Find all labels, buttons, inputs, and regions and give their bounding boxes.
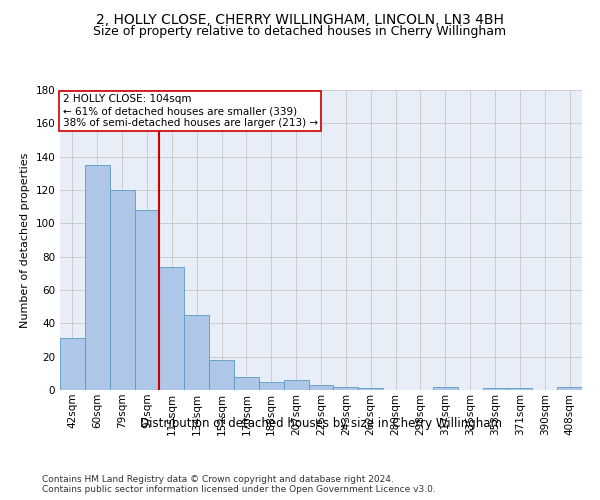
Text: 2 HOLLY CLOSE: 104sqm
← 61% of detached houses are smaller (339)
38% of semi-det: 2 HOLLY CLOSE: 104sqm ← 61% of detached … [62,94,318,128]
Bar [110,190,134,390]
Bar [308,385,334,390]
Bar [209,360,234,390]
Text: Size of property relative to detached houses in Cherry Willingham: Size of property relative to detached ho… [94,25,506,38]
Bar [284,380,308,390]
Bar [433,386,458,390]
Bar [508,388,532,390]
Bar [557,386,582,390]
Bar [60,338,85,390]
Bar [134,210,160,390]
Bar [85,165,110,390]
Bar [259,382,284,390]
Bar [482,388,508,390]
Text: Contains HM Land Registry data © Crown copyright and database right 2024.: Contains HM Land Registry data © Crown c… [42,475,394,484]
Y-axis label: Number of detached properties: Number of detached properties [20,152,30,328]
Bar [234,376,259,390]
Text: 2, HOLLY CLOSE, CHERRY WILLINGHAM, LINCOLN, LN3 4BH: 2, HOLLY CLOSE, CHERRY WILLINGHAM, LINCO… [96,12,504,26]
Bar [184,315,209,390]
Bar [358,388,383,390]
Text: Distribution of detached houses by size in Cherry Willingham: Distribution of detached houses by size … [140,418,502,430]
Text: Contains public sector information licensed under the Open Government Licence v3: Contains public sector information licen… [42,485,436,494]
Bar [334,386,358,390]
Bar [160,266,184,390]
